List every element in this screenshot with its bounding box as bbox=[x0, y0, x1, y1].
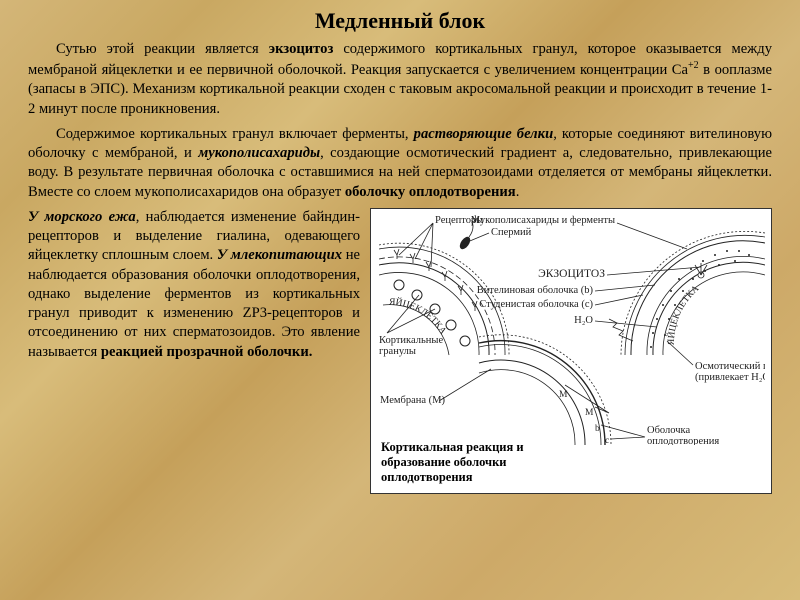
caption-line: Кортикальная реакция и bbox=[381, 440, 524, 454]
text: Содержимое кортикальных гранул включает … bbox=[56, 126, 414, 142]
label-egg-2: ЯЙЦЕКЛЕТКА bbox=[665, 284, 701, 345]
term-zona-reaction: реакцией прозрачной оболочки. bbox=[101, 344, 312, 360]
term-mucopolysaccharides: мукополисахариды bbox=[198, 145, 320, 161]
cortical-reaction-diagram: Рецепторы Спермий Кортикальные гранулы Я… bbox=[379, 215, 765, 445]
figure-caption: Кортикальная реакция и образование оболо… bbox=[381, 440, 561, 485]
paragraph-3: У морского ежа, наблюдается изменение ба… bbox=[28, 208, 360, 362]
label-c: c bbox=[605, 436, 609, 445]
term-sea-urchin: У морского ежа bbox=[28, 209, 136, 225]
label-b: b bbox=[595, 424, 600, 434]
leader-lines-bottom bbox=[439, 369, 645, 439]
term-fertilization-envelope: оболочку оплодотворения bbox=[345, 184, 516, 200]
figure-box: Рецепторы Спермий Кортикальные гранулы Я… bbox=[370, 208, 772, 494]
superscript: +2 bbox=[688, 60, 699, 71]
term-proteins: растворяющие белки bbox=[414, 126, 554, 142]
term-mammals: У млекопитающих bbox=[217, 247, 342, 263]
label-osm1: Осмотический градиент bbox=[695, 361, 765, 372]
label-sperm: Спермий bbox=[491, 227, 532, 238]
text: . bbox=[516, 184, 520, 200]
paragraph-2: Содержимое кортикальных гранул включает … bbox=[28, 125, 772, 202]
slide-title: Медленный блок bbox=[28, 8, 772, 34]
label-exocytosis: ЭКЗОЦИТОЗ bbox=[538, 268, 605, 280]
label-h2o: H₂O bbox=[574, 315, 593, 326]
two-column-area: У морского ежа, наблюдается изменение ба… bbox=[28, 208, 772, 494]
slide-page: Медленный блок Сутью этой реакции являет… bbox=[0, 0, 800, 600]
label-osm2: (привлекает H₂O) bbox=[695, 372, 765, 383]
caption-line: образование оболочки bbox=[381, 455, 506, 469]
label-fert2: оплодотворения bbox=[647, 436, 719, 445]
left-column: У морского ежа, наблюдается изменение ба… bbox=[28, 208, 360, 494]
label-fert1: Оболочка bbox=[647, 425, 690, 436]
label-membrane: Мембрана (М) bbox=[380, 395, 445, 406]
label-m2: М bbox=[585, 408, 594, 418]
caption-line: оплодотворения bbox=[381, 470, 473, 484]
label-muco: Мукополисахариды и ферменты bbox=[471, 215, 615, 226]
label-cortical: Кортикальные bbox=[379, 335, 443, 346]
label-jelly: Студенистая оболочка (c) bbox=[479, 299, 593, 310]
term-exocytosis: экзоцитоз bbox=[269, 41, 334, 57]
label-egg-1: ЯЙЦЕКЛЕТКА bbox=[389, 296, 448, 336]
label-granules: гранулы bbox=[379, 346, 416, 357]
label-vitelline: Вителиновая оболочка (b) bbox=[477, 285, 594, 296]
text: Сутью этой реакции является bbox=[56, 41, 269, 57]
label-m1: М bbox=[559, 390, 568, 400]
paragraph-1: Сутью этой реакции является экзоцитоз со… bbox=[28, 40, 772, 119]
